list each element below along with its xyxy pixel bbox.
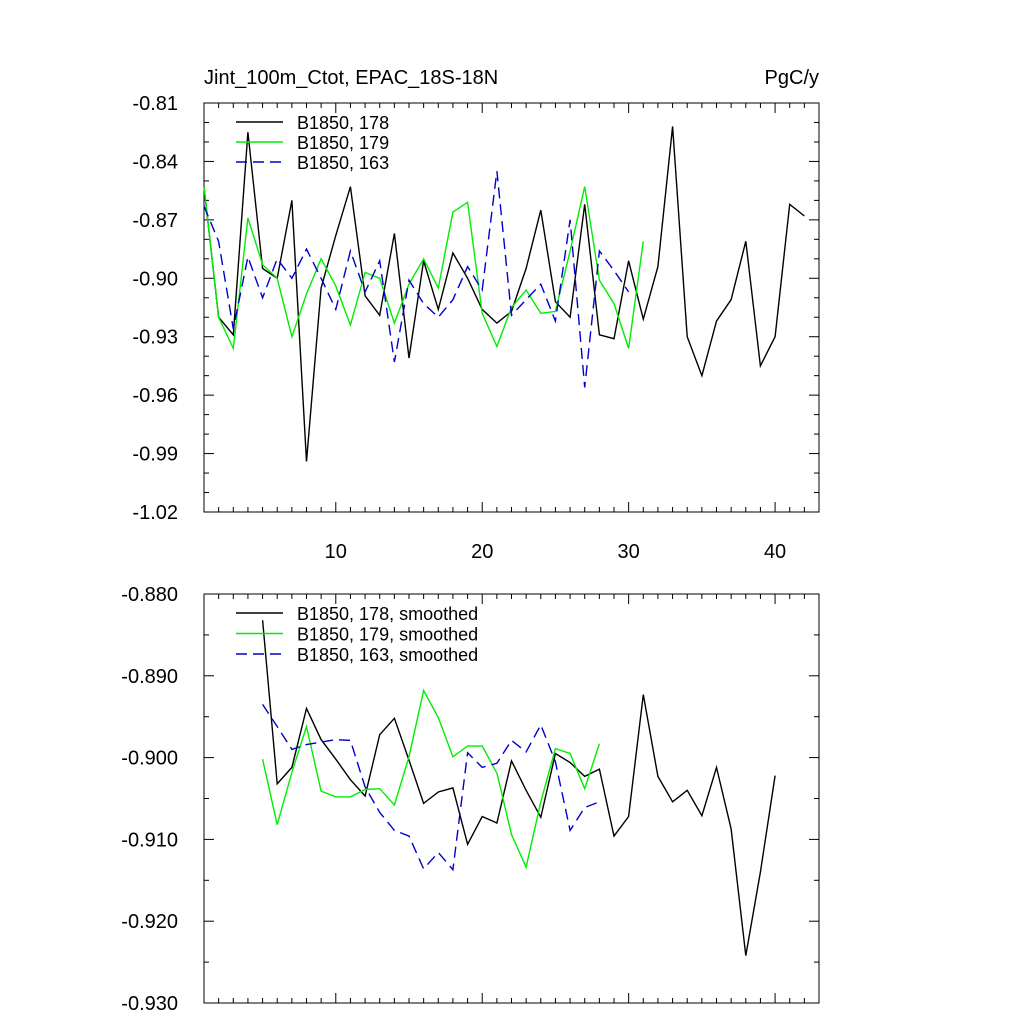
legend-label-1: B1850, 178, smoothed <box>297 604 478 624</box>
series-line-2 <box>203 186 644 351</box>
top-panel: 10 20 30 40 -0.81 -0.84 -0.87 -0.90 -0.93 -0.96 -0… <box>132 93 820 563</box>
y-tick-label: -0.880 <box>121 584 178 606</box>
x-tick-label: 20 <box>471 541 493 563</box>
legend-label-2: B1850, 179 <box>297 133 389 153</box>
y-tick-label: -0.99 <box>132 444 178 466</box>
legend-label-3: B1850, 163 <box>297 153 389 173</box>
x-tick-label: 40 <box>764 541 786 563</box>
y-tick-label: -1.02 <box>132 502 178 524</box>
legend-label-3: B1850, 163, smoothed <box>297 645 478 665</box>
series-line-1 <box>261 620 776 956</box>
series-line-1 <box>203 126 805 462</box>
y-tick-label: -0.93 <box>132 327 178 349</box>
y-tick-label: -0.81 <box>132 93 178 115</box>
title-left: Jint_100m_Ctot, EPAC_18S-18N <box>204 67 498 89</box>
series-line-2 <box>261 688 601 870</box>
title-right: PgC/y <box>765 67 819 89</box>
y-tick-label: -0.87 <box>132 210 178 232</box>
y-tick-label: -0.930 <box>121 993 178 1015</box>
y-tick-label: -0.90 <box>132 268 178 290</box>
series-line-3 <box>262 704 600 872</box>
bottom-panel: -0.880 -0.890 -0.900 -0.910 -0.920 -0.930 B185… <box>121 584 820 1015</box>
legend-label-1: B1850, 178 <box>297 113 389 133</box>
y-tick-label: -0.890 <box>121 666 178 688</box>
y-tick-label: -0.84 <box>132 151 178 173</box>
x-tick-label: 10 <box>325 541 347 563</box>
y-tick-label: -0.920 <box>121 911 178 933</box>
y-tick-label: -0.910 <box>121 829 178 851</box>
y-tick-label: -0.900 <box>121 748 178 770</box>
y-tick-label: -0.96 <box>132 385 178 407</box>
legend-label-2: B1850, 179, smoothed <box>297 625 478 645</box>
series-line-3 <box>203 171 630 388</box>
x-tick-label: 30 <box>618 541 640 563</box>
